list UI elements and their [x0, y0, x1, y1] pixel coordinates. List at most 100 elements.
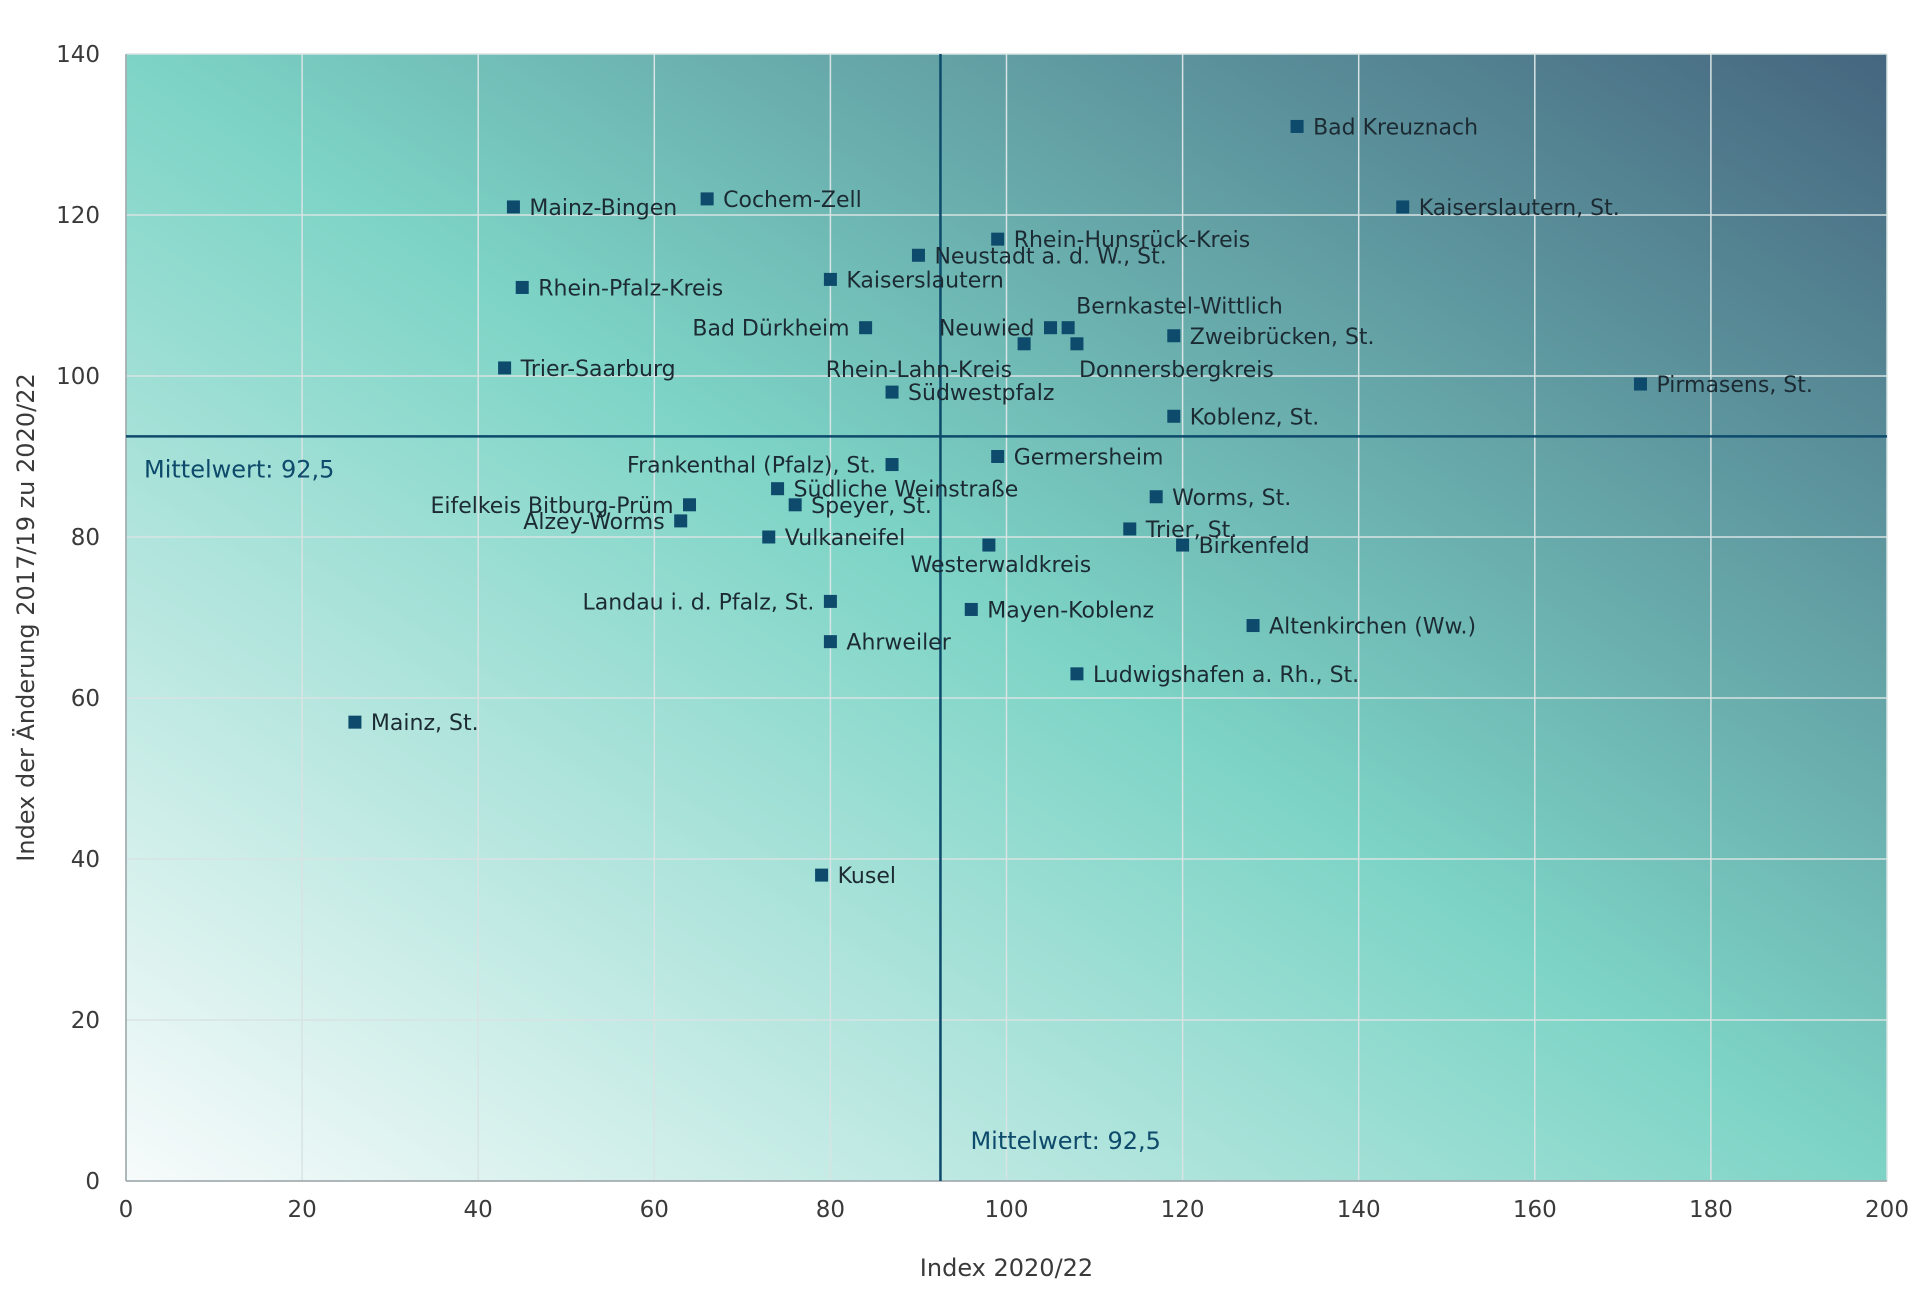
point-label: Ludwigshafen a. Rh., St.: [1093, 663, 1359, 688]
scatter-point: [1061, 321, 1075, 335]
y-tick-label: 100: [56, 364, 100, 390]
scatter-point: [700, 192, 714, 206]
point-label: Bad Dürkheim: [692, 317, 849, 342]
point-label: Neustadt a. d. W., St.: [934, 244, 1166, 269]
point-label: Kaiserslautern, St.: [1419, 196, 1620, 221]
point-label: Trier-Saarburg: [520, 357, 676, 382]
data-points: Bad Kreuznach Kaiserslautern, St. Mainz-Bi…: [348, 115, 1813, 889]
scatter-point: [1123, 522, 1137, 536]
x-tick-label: 60: [640, 1197, 669, 1223]
y-tick-label: 60: [71, 686, 100, 712]
scatter-point: [788, 498, 802, 512]
scatter-point: [1290, 119, 1304, 133]
point-label: Worms, St.: [1172, 486, 1291, 511]
x-tick-label: 0: [119, 1197, 134, 1223]
scatter-point: [823, 594, 837, 608]
point-label: Mainz-Bingen: [529, 196, 677, 221]
y-axis-label: Index der Änderung 2017/19 zu 2020/22: [11, 373, 40, 861]
point-label: Pirmasens, St.: [1656, 373, 1812, 398]
y-tick-label: 80: [71, 525, 100, 551]
x-tick-label: 100: [985, 1197, 1029, 1223]
grid: [125, 53, 1888, 1182]
x-tick-label: 80: [816, 1197, 845, 1223]
point-label: Kusel: [838, 864, 896, 889]
mean-lines: Mittelwert: 92,5 Mittelwert: 92,5: [126, 54, 1887, 1181]
scatter-point: [991, 232, 1005, 246]
point-label: Mainz, St.: [371, 711, 479, 736]
point-label: Zweibrücken, St.: [1190, 325, 1375, 350]
scatter-point: [964, 602, 978, 616]
scatter-point: [771, 482, 785, 496]
point-label: Alzey-Worms: [523, 510, 664, 535]
y-tick-label: 40: [71, 847, 100, 873]
point-label: Eifelkeis Bitburg-Prüm: [430, 494, 673, 519]
scatter-point: [1149, 490, 1163, 504]
point-label: Landau i. d. Pfalz, St.: [583, 590, 815, 615]
x-tick-label: 180: [1689, 1197, 1733, 1223]
x-tick-label: 160: [1513, 1197, 1557, 1223]
point-label: Cochem-Zell: [723, 188, 862, 213]
scatter-point: [815, 868, 829, 882]
mean-label-vertical: Mittelwert: 92,5: [970, 1127, 1160, 1155]
scatter-point: [762, 530, 776, 544]
scatter-point: [1167, 409, 1181, 423]
point-label: Birkenfeld: [1199, 534, 1310, 559]
y-tick-label: 140: [56, 42, 100, 68]
scatter-point: [683, 498, 697, 512]
point-label: Kaiserslautern: [846, 268, 1003, 293]
scatter-point: [1246, 619, 1260, 633]
point-label: Südliche Weinstraße: [794, 478, 1019, 503]
point-label: Westerwaldkreis: [911, 553, 1092, 578]
scatter-point: [674, 514, 688, 528]
y-tick-label: 20: [71, 1008, 100, 1034]
scatter-point: [885, 385, 899, 399]
scatter-point: [515, 280, 529, 294]
point-label: Mayen-Koblenz: [987, 598, 1154, 623]
point-label: Südwestpfalz: [908, 381, 1054, 406]
scatter-point: [1044, 321, 1058, 335]
point-label: Altenkirchen (Ww.): [1269, 615, 1476, 640]
point-label: Rhein-Hunsrück-Kreis: [1014, 228, 1251, 253]
scatter-point: [859, 321, 873, 335]
scatter-point: [1070, 337, 1084, 351]
x-tick-label: 40: [464, 1197, 493, 1223]
mean-label-horizontal: Mittelwert: 92,5: [144, 455, 334, 483]
scatter-point: [506, 200, 520, 214]
x-tick-label: 200: [1865, 1197, 1909, 1223]
scatter-point: [911, 248, 925, 262]
scatter-point: [1396, 200, 1410, 214]
scatter-point: [1633, 377, 1647, 391]
point-label: Ahrweiler: [846, 631, 951, 656]
point-label: Germersheim: [1014, 446, 1164, 471]
point-label: Donnersbergkreis: [1079, 358, 1274, 383]
point-label: Koblenz, St.: [1190, 405, 1319, 430]
x-axis-label: Index 2020/22: [920, 1254, 1093, 1282]
scatter-point: [1070, 667, 1084, 681]
scatter-point: [982, 538, 996, 552]
scatter-point: [498, 361, 512, 375]
scatter-point: [1017, 337, 1031, 351]
point-label: Bernkastel-Wittlich: [1076, 295, 1283, 320]
y-tick-label: 0: [85, 1169, 100, 1195]
x-tick-label: 120: [1161, 1197, 1205, 1223]
y-tick-label: 120: [56, 203, 100, 229]
x-tick-label: 140: [1337, 1197, 1381, 1223]
point-label: Speyer, St.: [811, 494, 932, 519]
axes: 0 20 40 60 80 100 120 140 160 180 200 0 20 40 60 80 100 1…: [56, 42, 1909, 1223]
scatter-point: [823, 272, 837, 286]
scatter-point: [348, 715, 362, 729]
point-label: Rhein-Lahn-Kreis: [826, 358, 1012, 383]
scatter-point: [823, 635, 837, 649]
point-label: Bad Kreuznach: [1313, 115, 1478, 140]
point-label: Rhein-Pfalz-Kreis: [538, 276, 723, 301]
scatter-point: [991, 450, 1005, 463]
x-tick-label: 20: [287, 1197, 316, 1223]
scatter-point: [1176, 538, 1190, 552]
point-label: Trier, St.: [1145, 518, 1238, 543]
point-label: Frankenthal (Pfalz), St.: [627, 454, 876, 479]
scatter-point: [1167, 329, 1181, 343]
scatter-point: [885, 458, 899, 472]
point-label: Vulkaneifel: [785, 526, 905, 551]
